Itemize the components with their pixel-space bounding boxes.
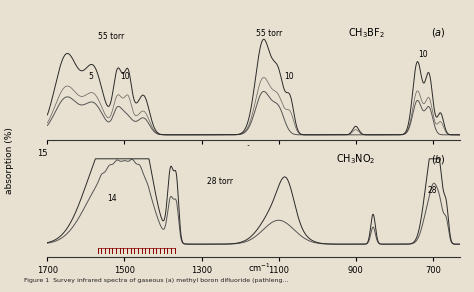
Text: $(b)$: $(b)$	[431, 153, 446, 166]
Text: 10: 10	[120, 72, 130, 81]
Text: 5: 5	[88, 72, 93, 81]
Text: $(a)$: $(a)$	[431, 26, 446, 39]
Text: 14: 14	[107, 194, 117, 204]
Text: cm$^{-1}$: cm$^{-1}$	[228, 143, 252, 156]
Text: 28 torr: 28 torr	[207, 178, 233, 186]
Text: 10: 10	[418, 50, 428, 59]
Text: cm$^{-1}$: cm$^{-1}$	[248, 261, 271, 274]
Text: CH$_3$BF$_2$: CH$_3$BF$_2$	[348, 26, 385, 40]
Text: Figure 1  Survey infrared spectra of gaseous (a) methyl boron difluoride (pathle: Figure 1 Survey infrared spectra of gase…	[24, 278, 288, 283]
Text: 10: 10	[284, 72, 294, 81]
Text: 28: 28	[427, 186, 437, 195]
Text: 55 torr: 55 torr	[255, 29, 282, 38]
Text: 55 torr: 55 torr	[98, 32, 124, 41]
Text: CH$_3$NO$_2$: CH$_3$NO$_2$	[336, 153, 375, 166]
Text: absorption (%): absorption (%)	[5, 127, 14, 194]
